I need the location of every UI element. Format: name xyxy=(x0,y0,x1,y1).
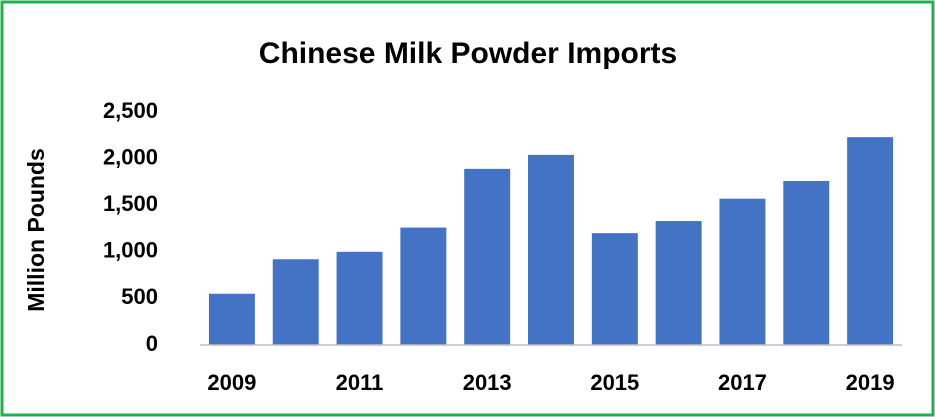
bar xyxy=(272,259,319,345)
y-tick-label: 1,000 xyxy=(103,238,158,263)
bar xyxy=(591,233,638,345)
chart-title: Chinese Milk Powder Imports xyxy=(259,37,677,70)
bar xyxy=(847,137,894,345)
x-tick-label: 2011 xyxy=(336,370,384,395)
x-tick-label: 2009 xyxy=(207,370,256,395)
x-tick-label: 2017 xyxy=(718,370,767,395)
bar xyxy=(528,154,574,345)
bar xyxy=(336,251,383,345)
y-axis-label: Million Pounds xyxy=(23,148,49,312)
x-tick-label: 2013 xyxy=(463,370,512,395)
bar xyxy=(655,221,702,345)
bar xyxy=(208,293,255,345)
y-tick-label: 0 xyxy=(146,331,158,356)
bar xyxy=(400,227,447,345)
y-tick-label: 2,500 xyxy=(103,98,158,123)
bar xyxy=(783,180,830,345)
y-tick-label: 1,500 xyxy=(103,191,158,216)
bar xyxy=(464,168,511,345)
y-tick-label: 2,000 xyxy=(103,144,158,169)
y-tick-label: 500 xyxy=(121,284,158,309)
x-tick-label: 2019 xyxy=(846,370,895,395)
x-tick-label: 2015 xyxy=(590,370,639,395)
bar xyxy=(719,198,766,345)
